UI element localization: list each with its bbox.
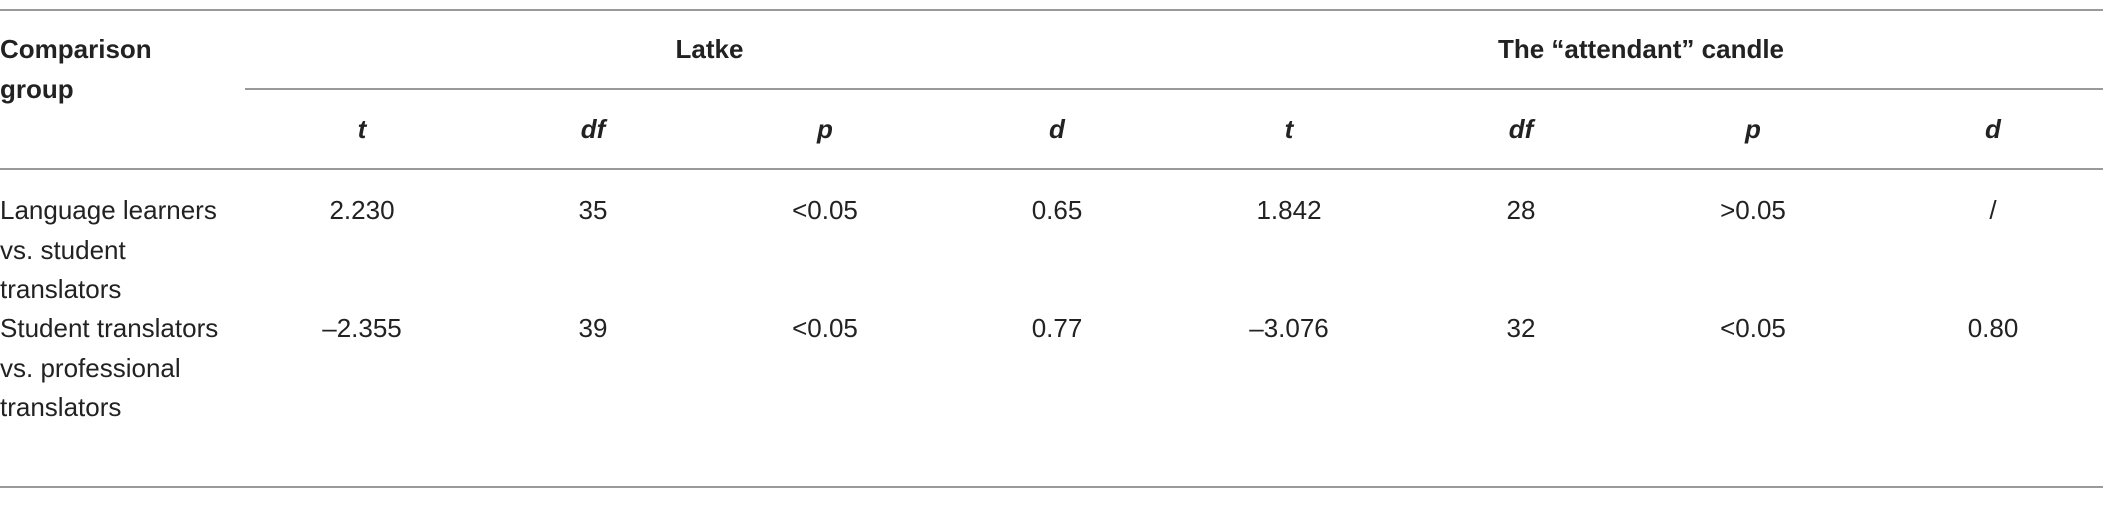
column-header: p <box>817 114 833 144</box>
column-header: d <box>1049 114 1065 144</box>
table-cell: / <box>1989 195 1997 225</box>
group-header: Latke <box>675 34 744 64</box>
bottom-rule <box>0 486 2103 488</box>
table-cell: 28 <box>1506 195 1536 225</box>
group-label: Comparison group <box>0 34 152 104</box>
row-label: Language learners vs. student translator… <box>0 195 217 304</box>
table-cell: 2.230 <box>329 195 395 225</box>
table-cell: 39 <box>578 313 608 343</box>
table-cell: <0.05 <box>792 195 858 225</box>
header-rule <box>0 168 2103 170</box>
group-rule <box>245 88 2103 90</box>
table-cell: 0.77 <box>1031 313 1083 343</box>
column-header: d <box>1985 114 2001 144</box>
column-header: t <box>357 114 367 144</box>
column-header: p <box>1745 114 1761 144</box>
table-cell: 1.842 <box>1256 195 1322 225</box>
top-rule <box>0 9 2103 11</box>
row-label: Student translators vs. professional tra… <box>0 313 219 422</box>
table-cell: –2.355 <box>322 313 402 343</box>
column-header: df <box>1508 114 1534 144</box>
column-header: t <box>1284 114 1294 144</box>
table-cell: 35 <box>578 195 608 225</box>
table-cell: <0.05 <box>1720 313 1786 343</box>
column-header: df <box>580 114 606 144</box>
table-cell: –3.076 <box>1249 313 1329 343</box>
table-cell: 32 <box>1506 313 1536 343</box>
table-cell: >0.05 <box>1720 195 1786 225</box>
table-cell: 0.80 <box>1967 313 2019 343</box>
table-cell: 0.65 <box>1031 195 1083 225</box>
group-header: The “attendant” candle <box>1497 34 1785 64</box>
table-cell: <0.05 <box>792 313 858 343</box>
